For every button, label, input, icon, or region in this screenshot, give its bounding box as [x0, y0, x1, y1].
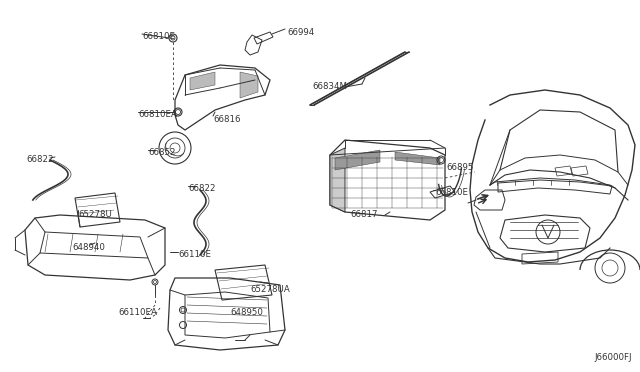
Text: 66895: 66895 [446, 163, 474, 172]
Polygon shape [330, 148, 345, 212]
Text: 648950: 648950 [230, 308, 263, 317]
Text: 66822: 66822 [188, 184, 216, 193]
Text: J66000FJ: J66000FJ [595, 353, 632, 362]
Text: 66810EA: 66810EA [138, 110, 177, 119]
Polygon shape [335, 150, 380, 170]
Polygon shape [190, 72, 215, 90]
Text: 66110EA: 66110EA [118, 308, 157, 317]
Polygon shape [240, 72, 258, 98]
Text: 66817: 66817 [350, 210, 378, 219]
Polygon shape [395, 152, 440, 165]
Text: 66110E: 66110E [178, 250, 211, 259]
Text: 66810E: 66810E [435, 188, 468, 197]
Text: 66810E: 66810E [142, 32, 175, 41]
Text: 66816: 66816 [213, 115, 241, 124]
Text: 66852: 66852 [148, 148, 175, 157]
Text: 66834M: 66834M [312, 82, 347, 91]
Text: 65278U: 65278U [78, 210, 112, 219]
Text: 648940: 648940 [72, 243, 105, 252]
Text: 65278UA: 65278UA [250, 285, 290, 294]
Text: 66822: 66822 [26, 155, 54, 164]
Text: 66994: 66994 [287, 28, 314, 37]
